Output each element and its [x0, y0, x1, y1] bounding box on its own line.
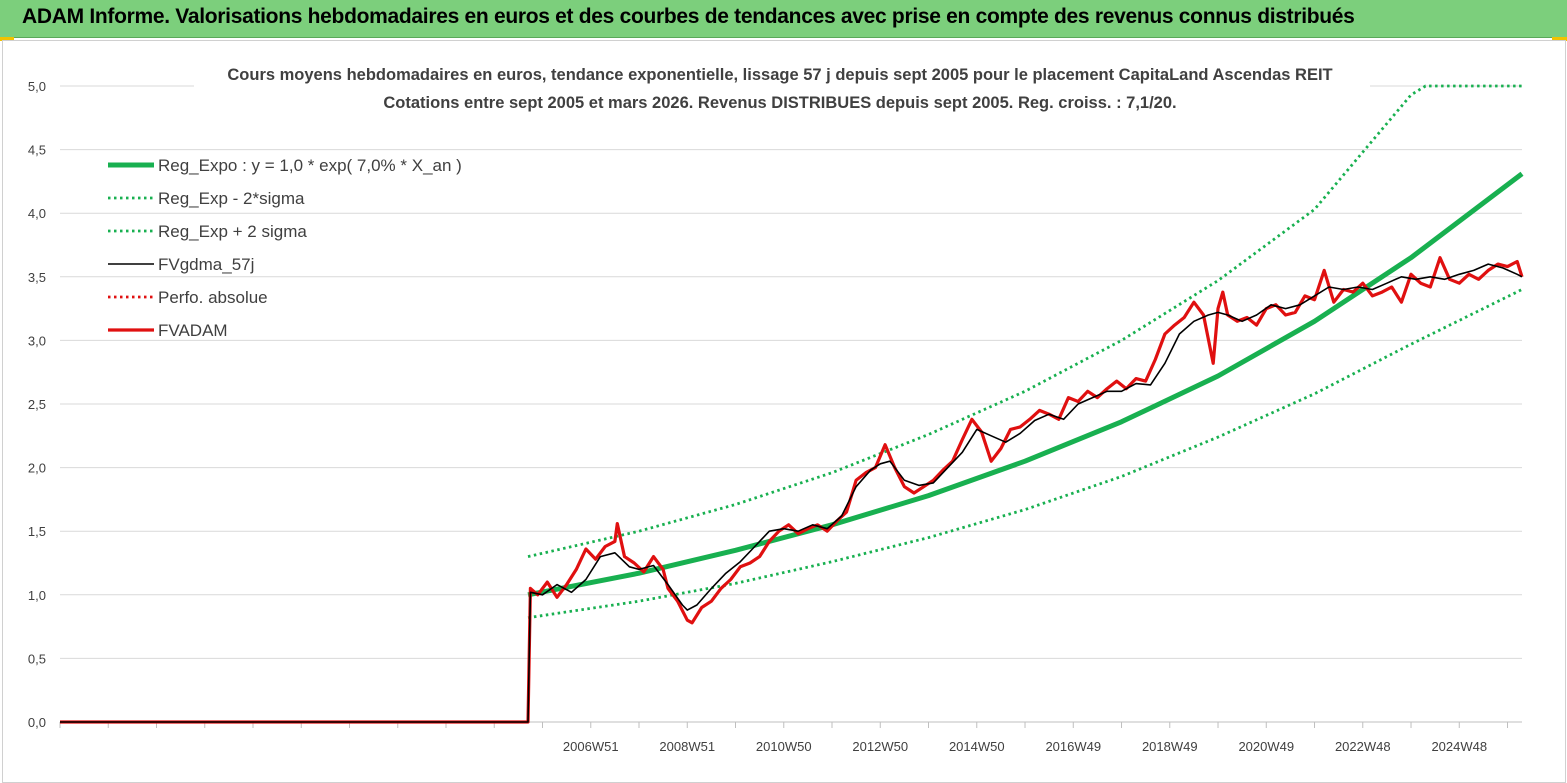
title-background [194, 60, 1370, 118]
series-line [527, 288, 1523, 620]
y-tick-label: 2,0 [28, 461, 46, 476]
x-tick-label: 2020W49 [1238, 739, 1294, 754]
legend: Reg_Expo : y = 1,0 * exp( 7,0% * X_an ) R… [108, 156, 462, 340]
accent-bar-left [0, 37, 14, 41]
chart-panel [2, 40, 1566, 783]
x-tick-label: 2006W51 [563, 739, 619, 754]
y-tick-label: 4,0 [28, 206, 46, 221]
page-title: ADAM Informe. Valorisations hebdomadaire… [22, 5, 1355, 28]
y-tick-label: 5,0 [28, 79, 46, 94]
y-tick-label: 1,5 [28, 524, 46, 539]
y-tick-label: 3,5 [28, 270, 46, 285]
x-tick-label: 2012W50 [852, 739, 908, 754]
accent-bar-right [1552, 37, 1567, 41]
x-tick-label: 2010W50 [756, 739, 812, 754]
title-banner: ADAM Informe. Valorisations hebdomadaire… [0, 0, 1567, 38]
series-line [60, 256, 1524, 724]
x-tick-label: 2008W51 [659, 739, 715, 754]
y-axis-ticks: 0,0 0,5 1,0 1,5 2,0 2,5 3,0 3,5 4,0 4,5 5,0 [28, 79, 46, 730]
y-tick-label: 0,0 [28, 715, 46, 730]
y-tick-label: 3,0 [28, 333, 46, 348]
y-tick-label: 1,0 [28, 588, 46, 603]
y-tick-label: 2,5 [28, 397, 46, 412]
y-tick-label: 4,5 [28, 143, 46, 158]
x-tick-label: 2018W49 [1142, 739, 1198, 754]
chart-title: Cours moyens hebdomadaires en euros, ten… [227, 66, 1332, 84]
legend-label: FVADAM [158, 321, 228, 340]
x-tick-label: 2014W50 [949, 739, 1005, 754]
series-lines [60, 84, 1524, 724]
x-axis-ticks: 2006W51 2008W51 2010W50 2012W50 2014W50 2016W… [563, 739, 1487, 754]
series-line [60, 263, 1523, 723]
series-line [527, 84, 1522, 558]
legend-label: Reg_Exp - 2*sigma [158, 189, 305, 208]
legend-label: Reg_Exp + 2 sigma [158, 222, 307, 241]
legend-label: FVgdma_57j [158, 255, 254, 274]
legend-label: Reg_Expo : y = 1,0 * exp( 7,0% * X_an ) [158, 156, 462, 175]
x-tick-label: 2016W49 [1045, 739, 1101, 754]
chart-subtitle: Cotations entre sept 2005 et mars 2026. … [383, 94, 1176, 112]
y-tick-label: 0,5 [28, 651, 46, 666]
grid-lines [59, 85, 1522, 728]
series-line [527, 171, 1524, 598]
x-tick-label: 2024W48 [1431, 739, 1487, 754]
legend-label: Perfo. absolue [158, 288, 268, 307]
x-tick-label: 2022W48 [1335, 739, 1391, 754]
